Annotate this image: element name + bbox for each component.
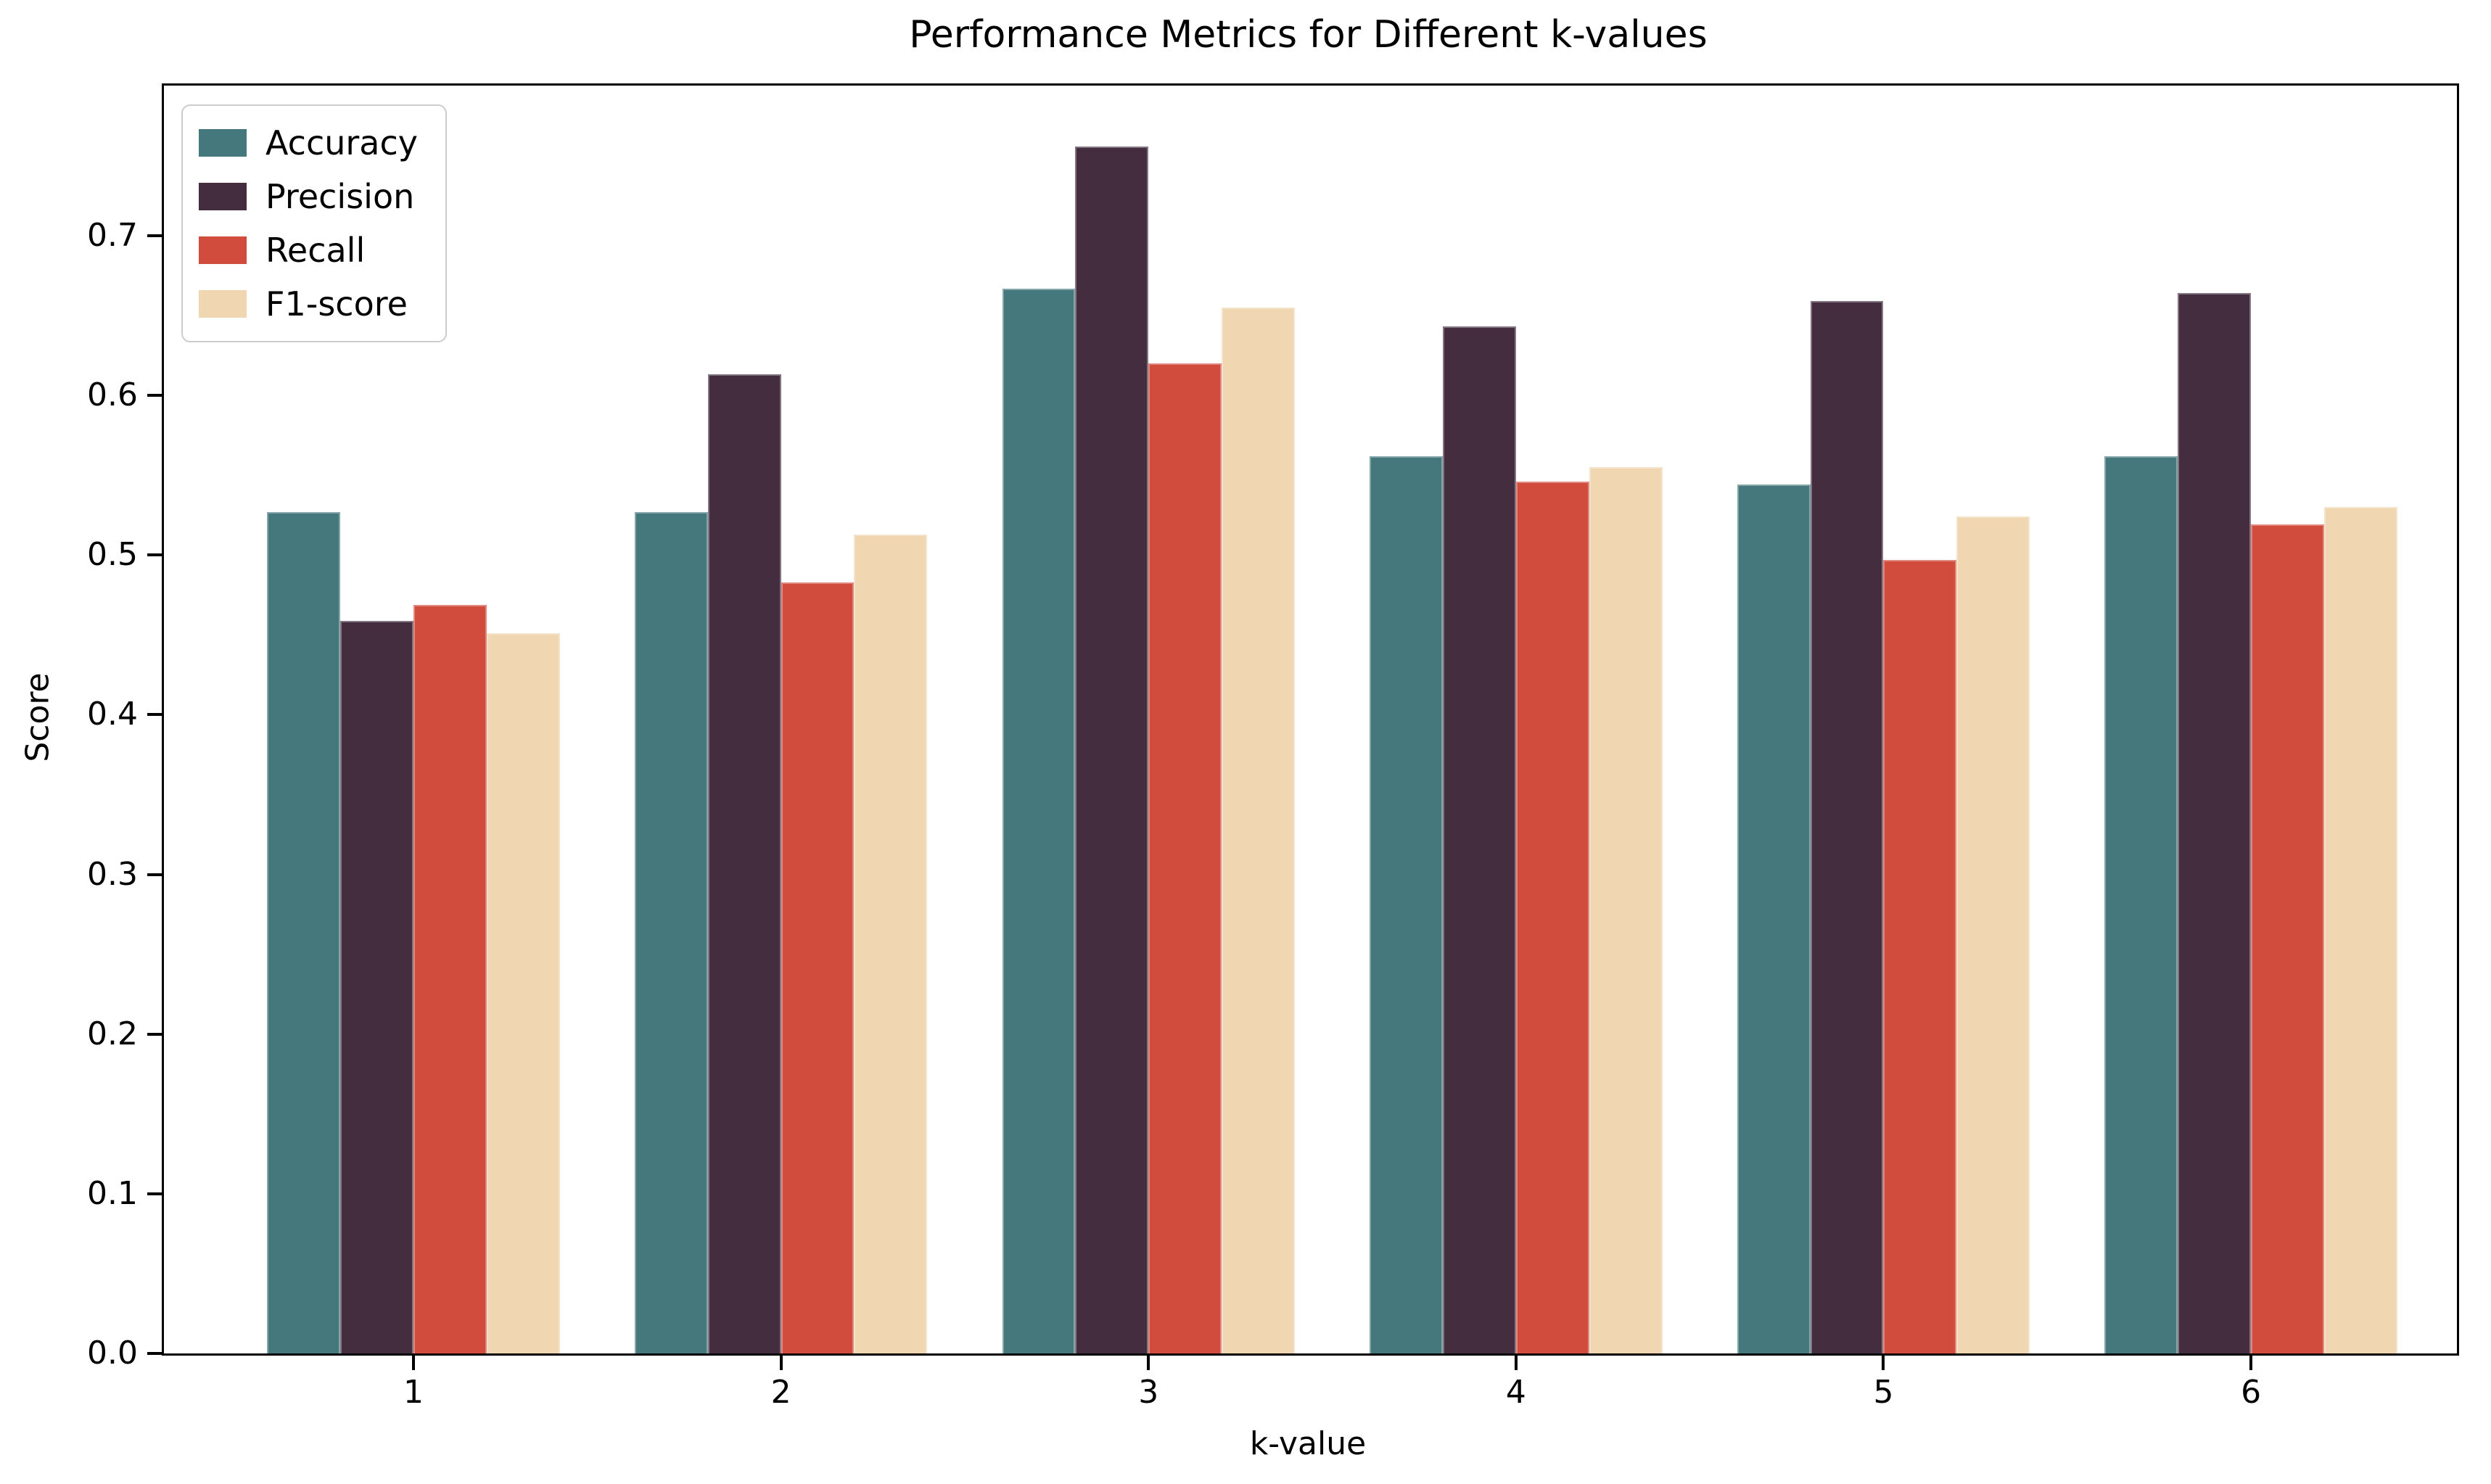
bar-accuracy-k5 bbox=[1737, 485, 1811, 1353]
bar-precision-k1 bbox=[340, 620, 413, 1353]
y-tick-mark bbox=[147, 1032, 162, 1036]
bar-precision-k5 bbox=[1810, 301, 1884, 1353]
legend-swatch-f1-score bbox=[199, 290, 247, 318]
legend-swatch-precision bbox=[199, 183, 247, 210]
bar-accuracy-k3 bbox=[1002, 288, 1076, 1353]
bar-recall-k4 bbox=[1515, 481, 1589, 1353]
bar-f1-score-k1 bbox=[486, 633, 560, 1353]
bar-accuracy-k2 bbox=[634, 511, 708, 1353]
y-tick-label: 0.5 bbox=[87, 536, 138, 574]
legend-item: Precision bbox=[199, 174, 418, 219]
bar-recall-k6 bbox=[2251, 524, 2324, 1353]
legend-label: Precision bbox=[265, 177, 415, 216]
x-tick-mark bbox=[779, 1356, 783, 1370]
y-tick-label: 0.3 bbox=[87, 855, 138, 893]
bar-precision-k3 bbox=[1075, 146, 1149, 1353]
bar-accuracy-k1 bbox=[267, 511, 341, 1353]
x-tick-mark bbox=[1882, 1356, 1885, 1370]
legend: Accuracy Precision Recall F1-score bbox=[181, 104, 448, 342]
bar-recall-k3 bbox=[1148, 363, 1222, 1353]
y-tick-label: 0.0 bbox=[87, 1335, 138, 1372]
x-tick-label: 2 bbox=[770, 1374, 791, 1411]
bar-accuracy-k4 bbox=[1370, 455, 1443, 1353]
y-tick-label: 0.1 bbox=[87, 1174, 138, 1212]
bar-accuracy-k6 bbox=[2104, 455, 2178, 1353]
x-tick-label: 1 bbox=[403, 1374, 424, 1411]
legend-item: Accuracy bbox=[199, 120, 418, 165]
bar-f1-score-k2 bbox=[854, 534, 928, 1353]
legend-item: Recall bbox=[199, 228, 418, 273]
x-tick-label: 3 bbox=[1138, 1374, 1159, 1411]
legend-label: Recall bbox=[265, 231, 366, 270]
bar-f1-score-k4 bbox=[1589, 467, 1663, 1353]
bar-recall-k5 bbox=[1883, 559, 1957, 1353]
y-tick-mark bbox=[147, 553, 162, 557]
bar-precision-k6 bbox=[2178, 293, 2252, 1353]
y-tick-label: 0.6 bbox=[87, 376, 138, 414]
x-axis-label: k-value bbox=[1249, 1425, 1367, 1462]
x-tick-mark bbox=[412, 1356, 415, 1370]
x-tick-label: 5 bbox=[1873, 1374, 1894, 1411]
y-axis-label: Score bbox=[19, 672, 57, 762]
bar-precision-k4 bbox=[1443, 326, 1516, 1353]
y-tick-mark bbox=[147, 1352, 162, 1355]
y-tick-mark bbox=[147, 1192, 162, 1195]
legend-swatch-accuracy bbox=[199, 129, 247, 157]
legend-label: F1-score bbox=[265, 284, 408, 323]
y-tick-label: 0.7 bbox=[87, 216, 138, 254]
y-tick-mark bbox=[147, 873, 162, 876]
x-tick-mark bbox=[2249, 1356, 2253, 1370]
x-tick-label: 6 bbox=[2241, 1374, 2262, 1411]
bar-f1-score-k6 bbox=[2323, 507, 2397, 1353]
bar-f1-score-k5 bbox=[1956, 516, 2030, 1353]
bar-precision-k2 bbox=[707, 374, 781, 1353]
legend-label: Accuracy bbox=[265, 123, 419, 162]
chart-title: Performance Metrics for Different k-valu… bbox=[909, 13, 1708, 57]
x-tick-label: 4 bbox=[1505, 1374, 1526, 1411]
bar-f1-score-k3 bbox=[1222, 308, 1295, 1353]
x-tick-mark bbox=[1147, 1356, 1150, 1370]
y-tick-mark bbox=[147, 234, 162, 237]
plot-area: Accuracy Precision Recall F1-score 0.0 0.1 0.… bbox=[87, 83, 2459, 1409]
bar-recall-k2 bbox=[781, 582, 855, 1353]
bar-recall-k1 bbox=[413, 604, 487, 1353]
y-tick-label: 0.4 bbox=[87, 696, 138, 733]
y-tick-mark bbox=[147, 713, 162, 717]
legend-swatch-recall bbox=[199, 236, 247, 264]
legend-item: F1-score bbox=[199, 281, 418, 326]
y-tick-label: 0.2 bbox=[87, 1015, 138, 1052]
y-tick-mark bbox=[147, 394, 162, 397]
x-tick-mark bbox=[1514, 1356, 1518, 1370]
